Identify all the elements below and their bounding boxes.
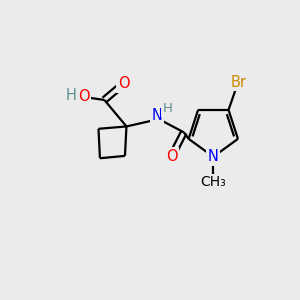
Text: O: O [118,76,129,91]
Text: O: O [166,149,177,164]
Text: Br: Br [231,75,247,90]
Text: CH₃: CH₃ [200,175,226,189]
Text: O: O [78,89,90,104]
Text: N: N [152,108,163,123]
Text: H: H [66,88,77,103]
Text: N: N [208,149,219,164]
Text: H: H [163,102,172,115]
